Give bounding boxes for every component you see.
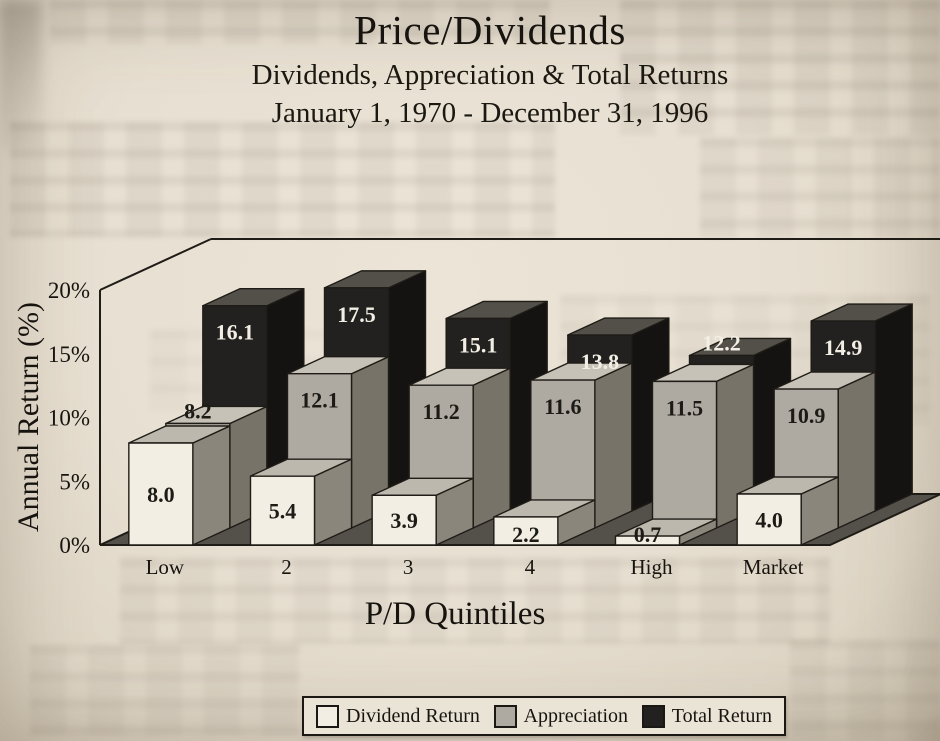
bar-value-label: 3.9 [390, 508, 418, 533]
bar-value-label: 13.8 [581, 349, 620, 374]
bar-value-label: 14.9 [824, 335, 863, 360]
legend-label-dividend-return: Dividend Return [346, 704, 480, 727]
legend-item-appreciation: Appreciation [493, 704, 629, 728]
bar-front-0-5 [736, 493, 802, 546]
bar-value-label: 8.2 [184, 398, 212, 423]
x-category-label: 3 [403, 555, 414, 579]
x-category-label: Market [743, 555, 804, 579]
bar-value-label: 2.2 [512, 522, 540, 547]
x-category-label: 4 [525, 555, 536, 579]
bar-value-label: 4.0 [755, 508, 783, 533]
legend-item-dividend-return: Dividend Return [316, 704, 480, 728]
legend-swatch-dividend-return [316, 704, 339, 728]
legend-item-total-return: Total Return [641, 704, 772, 728]
bar-side-2-5 [874, 303, 913, 512]
bar-front-0-4 [614, 535, 681, 546]
x-category-label: Low [146, 555, 185, 579]
wall-top-left-edge [99, 238, 212, 291]
bar-front-0-3 [493, 516, 559, 546]
bar-value-label: 5.4 [269, 499, 297, 524]
x-category-label: 2 [281, 555, 292, 579]
y-tick-label: 10% [48, 406, 90, 431]
bar-value-label: 11.5 [666, 395, 703, 420]
bar-value-label: 8.0 [147, 482, 175, 507]
y-tick-label: 5% [59, 469, 90, 494]
bar-value-label: 11.6 [544, 394, 581, 419]
chart-title: Price/Dividends [354, 7, 626, 53]
bar-value-label: 15.1 [459, 332, 498, 357]
chart-legend: Dividend Return Appreciation Total Return [302, 696, 786, 736]
legend-swatch-total-return [641, 704, 665, 728]
bar-value-label: 10.9 [787, 403, 826, 428]
y-tick-label: 15% [48, 342, 90, 367]
bar-front-0-1 [249, 475, 316, 546]
chart-subtitle: Dividends, Appreciation & Total Returns [251, 59, 729, 91]
bar-value-label: 0.7 [634, 522, 662, 547]
bar-front-0-2 [371, 494, 437, 546]
bar-side-0-0 [192, 425, 231, 546]
y-tick-label: 0% [59, 533, 90, 558]
y-tick-label: 20% [48, 278, 90, 303]
bar-value-label: 12.2 [702, 330, 741, 355]
legend-swatch-appreciation [493, 704, 517, 728]
chart-date-range: January 1, 1970 - December 31, 1996 [271, 97, 709, 129]
x-axis-title: P/D Quintiles [364, 596, 546, 632]
bar-side-1-3 [594, 362, 633, 529]
bar-value-label: 11.2 [423, 399, 460, 424]
bar-value-label: 16.1 [216, 320, 255, 345]
bar-side-1-2 [472, 367, 511, 529]
bar-value-label: 12.1 [300, 388, 339, 413]
legend-label-total-return: Total Return [671, 704, 772, 727]
legend-label-appreciation: Appreciation [523, 704, 629, 727]
bar-value-label: 17.5 [337, 302, 376, 327]
bar-front-0-0 [128, 442, 194, 546]
bar-side-1-5 [837, 371, 876, 529]
x-category-label: High [631, 555, 674, 579]
